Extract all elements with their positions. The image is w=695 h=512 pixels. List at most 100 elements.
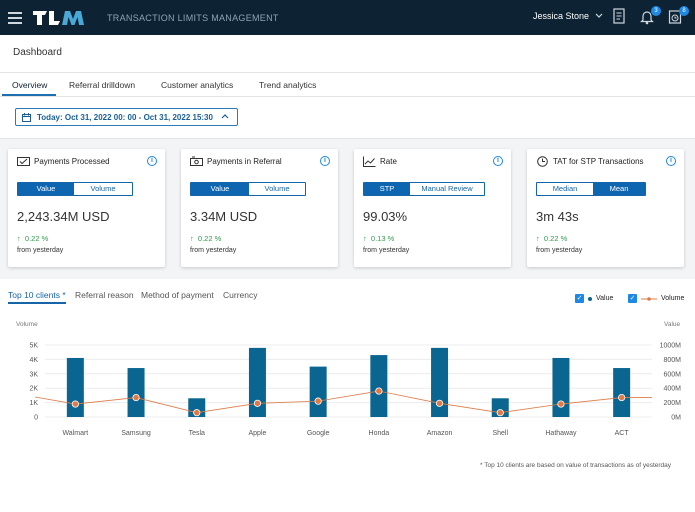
toggle-volume-button[interactable]: Volume <box>74 183 132 195</box>
bar <box>552 357 570 417</box>
tlm-logo <box>33 10 84 25</box>
data-point <box>253 399 262 407</box>
y-axis-right-title: Value <box>664 321 681 328</box>
y-tick-label: 5K <box>29 343 38 350</box>
value-volume-toggle: Value Volume <box>17 182 133 196</box>
bar <box>66 357 84 417</box>
toggle-stp-button[interactable]: STP <box>364 183 410 195</box>
active-chart-tab-indicator <box>8 302 66 304</box>
x-tick-label: Honda <box>369 430 390 437</box>
arrow-up-icon: ↑ <box>190 234 194 243</box>
toggle-manual-review-button[interactable]: Manual Review <box>410 183 484 195</box>
series-line <box>34 390 652 414</box>
y-axis-title: Volume <box>16 321 38 328</box>
user-menu[interactable]: Jessica Stone <box>533 11 603 21</box>
y-tick-label-right: 0M <box>671 415 681 422</box>
arrow-up-icon: ↑ <box>363 234 367 243</box>
median-mean-toggle: Median Mean <box>536 182 646 196</box>
date-range-label: Today: Oct 31, 2022 00: 00 - Oct 31, 202… <box>37 112 213 122</box>
checkbox-checked-icon[interactable]: ✓ <box>575 294 584 303</box>
toggle-value-button[interactable]: Value <box>191 183 249 195</box>
tab-referral-reason[interactable]: Referral reason <box>75 290 134 300</box>
card-value: 2,243.34M USD <box>17 209 110 224</box>
legend-volume[interactable]: ✓ Volume <box>628 294 684 303</box>
y-tick-label-right: 200M <box>663 400 681 407</box>
x-tick-label: Shell <box>492 430 508 437</box>
card-delta: ↑ 0.22 % <box>17 234 49 243</box>
card-subtext: from yesterday <box>190 247 237 254</box>
toggle-value-button[interactable]: Value <box>18 183 74 195</box>
top-navigation-bar: TRANSACTION LIMITS MANAGEMENT Jessica St… <box>0 0 695 35</box>
y-tick-label: 4K <box>29 357 38 364</box>
bar <box>431 347 449 417</box>
info-icon[interactable]: i <box>666 156 676 166</box>
toggle-mean-button[interactable]: Mean <box>593 183 645 195</box>
app-name: TRANSACTION LIMITS MANAGEMENT <box>107 12 279 23</box>
info-icon[interactable]: i <box>493 156 503 166</box>
tab-currency[interactable]: Currency <box>223 290 258 300</box>
document-icon[interactable] <box>612 8 628 26</box>
tab-overview[interactable]: Overview <box>12 80 48 90</box>
user-name: Jessica Stone <box>533 11 590 21</box>
menu-icon[interactable] <box>0 0 30 35</box>
tab-trend-analytics[interactable]: Trend analytics <box>259 80 317 90</box>
payments-icon <box>17 157 30 166</box>
date-range-picker[interactable]: Today: Oct 31, 2022 00: 00 - Oct 31, 202… <box>15 108 238 126</box>
card-payments-in-referral: Payments in Referral i Value Volume 3.34… <box>181 149 338 267</box>
x-tick-label: Samsung <box>121 430 151 437</box>
chart-footnote: * Top 10 clients are based on value of t… <box>480 462 672 469</box>
tab-customer-analytics[interactable]: Customer analytics <box>161 80 234 90</box>
tab-method-of-payment[interactable]: Method of payment <box>141 290 214 300</box>
card-title: Payments in Referral <box>207 157 282 166</box>
tab-referral-drilldown[interactable]: Referral drilldown <box>69 80 136 90</box>
x-tick-label: Amazon <box>427 430 453 437</box>
y-tick-label: 0 <box>34 415 38 422</box>
y-tick-label-right: 600M <box>663 371 681 378</box>
legend-value[interactable]: ✓ Value <box>575 294 613 303</box>
main-tabs: Overview Referral drilldown Customer ana… <box>0 74 695 97</box>
toggle-volume-button[interactable]: Volume <box>249 183 305 195</box>
arrow-up-icon: ↑ <box>17 234 21 243</box>
y-tick-label-right: 800M <box>663 357 681 364</box>
chart-tabs: Top 10 clients * Referral reason Method … <box>0 289 695 304</box>
x-tick-label: Apple <box>248 430 266 437</box>
y-tick-label: 1K <box>29 400 38 407</box>
data-point <box>193 409 201 417</box>
tab-top-10-clients[interactable]: Top 10 clients * <box>8 290 66 300</box>
toggle-median-button[interactable]: Median <box>537 183 593 195</box>
page-header: Dashboard <box>0 35 695 73</box>
bar <box>613 368 631 417</box>
y-tick-label-right: 1000M <box>660 343 682 350</box>
x-tick-label: Tesla <box>189 430 205 437</box>
x-tick-label: Walmart <box>62 430 88 437</box>
card-tat-stp: TAT for STP Transactions i Median Mean 3… <box>527 149 684 267</box>
bar <box>248 347 266 417</box>
info-icon[interactable]: i <box>320 156 330 166</box>
info-icon[interactable]: i <box>147 156 157 166</box>
card-delta: ↑ 0.22 % <box>536 234 568 243</box>
tasks-icon[interactable]: 8 <box>668 6 689 26</box>
clock-icon <box>537 156 548 167</box>
card-subtext: from yesterday <box>363 247 410 254</box>
x-tick-label: Hathaway <box>545 430 577 437</box>
bar <box>127 368 145 417</box>
legend-value-label: Value <box>596 295 614 302</box>
data-point <box>314 397 322 405</box>
data-point <box>71 400 79 408</box>
x-tick-label: Google <box>307 430 330 437</box>
chevron-down-icon <box>595 13 603 18</box>
checkbox-checked-icon[interactable]: ✓ <box>628 294 637 303</box>
card-value: 3.34M USD <box>190 209 258 224</box>
bar <box>370 355 388 417</box>
active-tab-indicator <box>2 94 56 96</box>
bell-icon[interactable]: 3 <box>640 6 661 26</box>
data-point <box>618 393 626 402</box>
page-title: Dashboard <box>13 47 62 58</box>
data-point <box>496 409 504 417</box>
tasks-badge: 8 <box>679 6 689 16</box>
y-tick-label: 2K <box>29 386 38 393</box>
card-payments-processed: Payments Processed i Value Volume 2,243.… <box>8 149 165 267</box>
card-subtext: from yesterday <box>536 247 583 254</box>
referral-icon <box>190 156 203 166</box>
card-value: 99.03% <box>363 209 408 224</box>
